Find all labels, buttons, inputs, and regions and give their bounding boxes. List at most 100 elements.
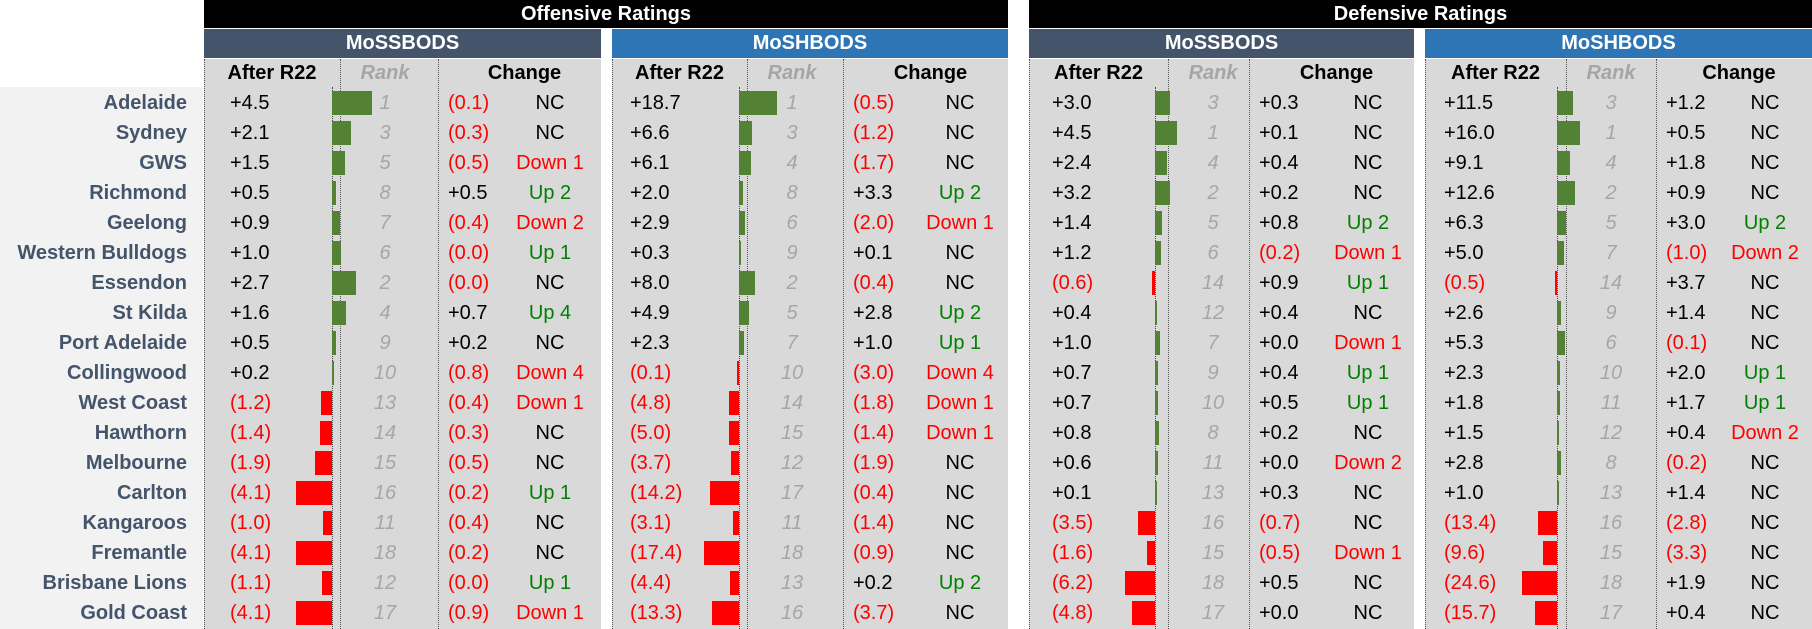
rating-bar <box>332 91 372 115</box>
change-value: (1.7) <box>853 152 895 174</box>
rank-movement: Down 1 <box>516 392 584 414</box>
rank-value: 5 <box>379 152 391 174</box>
rating-value: (5.0) <box>630 422 672 444</box>
rank-value: 2 <box>1605 182 1617 204</box>
rank-value: 16 <box>1201 512 1225 534</box>
change-value: (2.0) <box>853 212 895 234</box>
rating-value: (1.1) <box>230 572 272 594</box>
change-value: (0.9) <box>448 602 490 624</box>
change-value: +0.3 <box>1259 92 1299 114</box>
rank-value: 1 <box>1605 122 1617 144</box>
rank-movement: Down 4 <box>926 362 994 384</box>
rating-bar <box>1557 91 1574 115</box>
change-header: Change <box>1702 62 1776 84</box>
rating-bar <box>739 271 756 295</box>
rating-bar <box>1557 331 1565 355</box>
change-value: +3.3 <box>853 182 893 204</box>
rating-value: (3.1) <box>630 512 672 534</box>
off_sh-column-background <box>612 87 1008 629</box>
rank-movement: NC <box>1750 602 1780 624</box>
rank-movement: Up 1 <box>1346 362 1390 384</box>
rating-bar <box>1557 211 1566 235</box>
rating-bar <box>332 241 341 265</box>
rank-movement: Up 1 <box>528 572 572 594</box>
rank-movement: NC <box>1750 452 1780 474</box>
off_ss-separator <box>204 59 205 629</box>
change-value: +0.5 <box>448 182 488 204</box>
rating-value: (4.4) <box>630 572 672 594</box>
rank-movement: NC <box>945 482 975 504</box>
rating-bar <box>1537 511 1557 535</box>
change-value: (1.4) <box>853 422 895 444</box>
change-header: Change <box>487 62 562 84</box>
rank-value: 10 <box>1201 392 1225 414</box>
rank-movement: Down 1 <box>926 212 994 234</box>
change-value: (0.7) <box>1259 512 1301 534</box>
rank-value: 11 <box>1202 452 1224 474</box>
after-r22-header: After R22 <box>635 62 724 84</box>
rating-bar <box>332 301 347 325</box>
def_ss-separator <box>1029 59 1030 629</box>
rank-value: 12 <box>1201 302 1225 324</box>
rating-bar <box>1155 181 1171 205</box>
rating-value: (0.5) <box>1444 272 1486 294</box>
change-value: (0.1) <box>1666 332 1708 354</box>
rank-movement: NC <box>945 512 975 534</box>
rating-value: +5.3 <box>1444 332 1484 354</box>
defensive-mossbods-header: MoSSBODS <box>1029 29 1414 58</box>
rank-movement: NC <box>1750 572 1780 594</box>
rating-value: (1.2) <box>230 392 272 414</box>
rating-value: +1.0 <box>1052 332 1092 354</box>
rating-value: +1.0 <box>230 242 270 264</box>
rank-movement: Up 1 <box>528 242 572 264</box>
change-value: (0.8) <box>448 362 490 384</box>
def_sh-separator <box>1425 59 1426 629</box>
rating-bar <box>295 541 332 565</box>
team-name: St Kilda <box>112 302 187 324</box>
rank-movement: NC <box>1353 512 1383 534</box>
rating-value: +0.5 <box>230 332 270 354</box>
rank-movement: Up 1 <box>1346 392 1390 414</box>
change-value: +0.2 <box>448 332 488 354</box>
rank-value: 6 <box>1207 242 1219 264</box>
team-name: Melbourne <box>85 452 187 474</box>
rank-value: 2 <box>786 272 798 294</box>
rating-bar <box>332 151 346 175</box>
change-value: +0.0 <box>1259 602 1299 624</box>
rating-bar <box>1155 211 1162 235</box>
rating-bar <box>319 421 332 445</box>
rank-movement: NC <box>1353 302 1383 324</box>
rank-value: 8 <box>786 182 798 204</box>
rank-movement: Down 1 <box>516 602 584 624</box>
change-value: +1.0 <box>853 332 893 354</box>
rank-movement: NC <box>1353 182 1383 204</box>
rating-bar <box>730 571 739 595</box>
rating-value: (24.6) <box>1444 572 1497 594</box>
rating-bar <box>729 391 739 415</box>
rank-value: 17 <box>780 482 804 504</box>
rank-movement: NC <box>1750 302 1780 324</box>
change-value: (0.3) <box>448 122 490 144</box>
rating-value: (3.5) <box>1052 512 1094 534</box>
change-value: +0.2 <box>853 572 893 594</box>
def_ss-subheader: After R22 Rank Change <box>1029 59 1414 87</box>
rating-bar <box>1155 331 1160 355</box>
rank-movement: Up 4 <box>528 302 572 324</box>
rank-value: 10 <box>1599 362 1623 384</box>
rank-value: 9 <box>1605 302 1617 324</box>
rank-value: 18 <box>1599 572 1623 594</box>
rank-movement: Down 2 <box>1731 422 1799 444</box>
rank-movement: NC <box>945 602 975 624</box>
rating-bar <box>1543 541 1557 565</box>
rating-value: +2.0 <box>630 182 670 204</box>
rank-value: 5 <box>1207 212 1219 234</box>
rating-value: +5.0 <box>1444 242 1484 264</box>
rating-value: (1.4) <box>230 422 272 444</box>
rating-bar <box>1155 151 1167 175</box>
change-value: (0.4) <box>448 392 490 414</box>
rating-value: (4.1) <box>230 542 272 564</box>
rating-value: +16.0 <box>1444 122 1495 144</box>
rank-value: 16 <box>780 602 804 624</box>
rating-bar <box>1155 121 1177 145</box>
change-value: +0.0 <box>1259 332 1299 354</box>
